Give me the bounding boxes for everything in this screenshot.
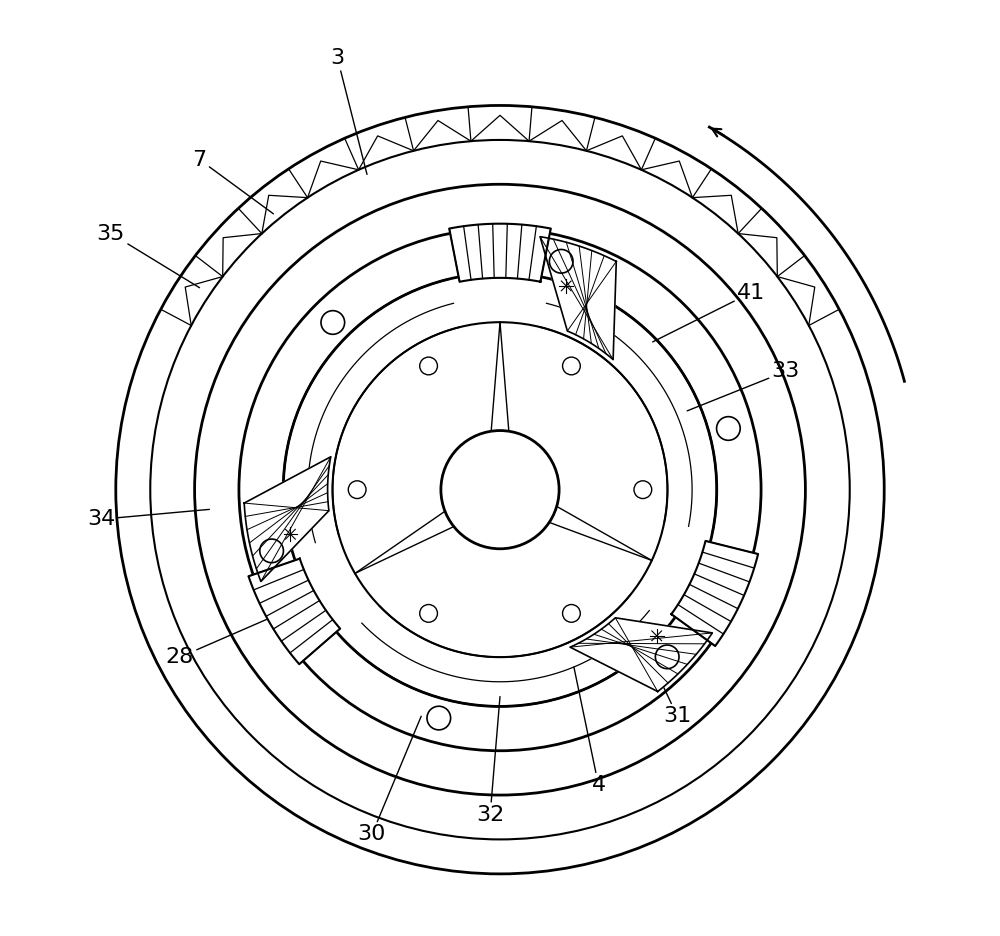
Text: 32: 32 xyxy=(476,696,504,825)
Text: 30: 30 xyxy=(358,716,421,844)
Text: 7: 7 xyxy=(192,150,273,213)
Polygon shape xyxy=(671,541,758,646)
Polygon shape xyxy=(540,237,616,359)
Polygon shape xyxy=(248,559,340,665)
Text: 31: 31 xyxy=(638,633,691,726)
Polygon shape xyxy=(449,224,551,282)
Polygon shape xyxy=(244,457,331,581)
Text: 35: 35 xyxy=(97,224,200,287)
Polygon shape xyxy=(570,618,712,692)
Text: 34: 34 xyxy=(87,509,209,529)
Text: 41: 41 xyxy=(653,283,765,342)
Text: 3: 3 xyxy=(330,48,367,174)
Text: 28: 28 xyxy=(166,607,293,667)
Text: 33: 33 xyxy=(687,361,800,411)
Text: 4: 4 xyxy=(574,667,606,796)
